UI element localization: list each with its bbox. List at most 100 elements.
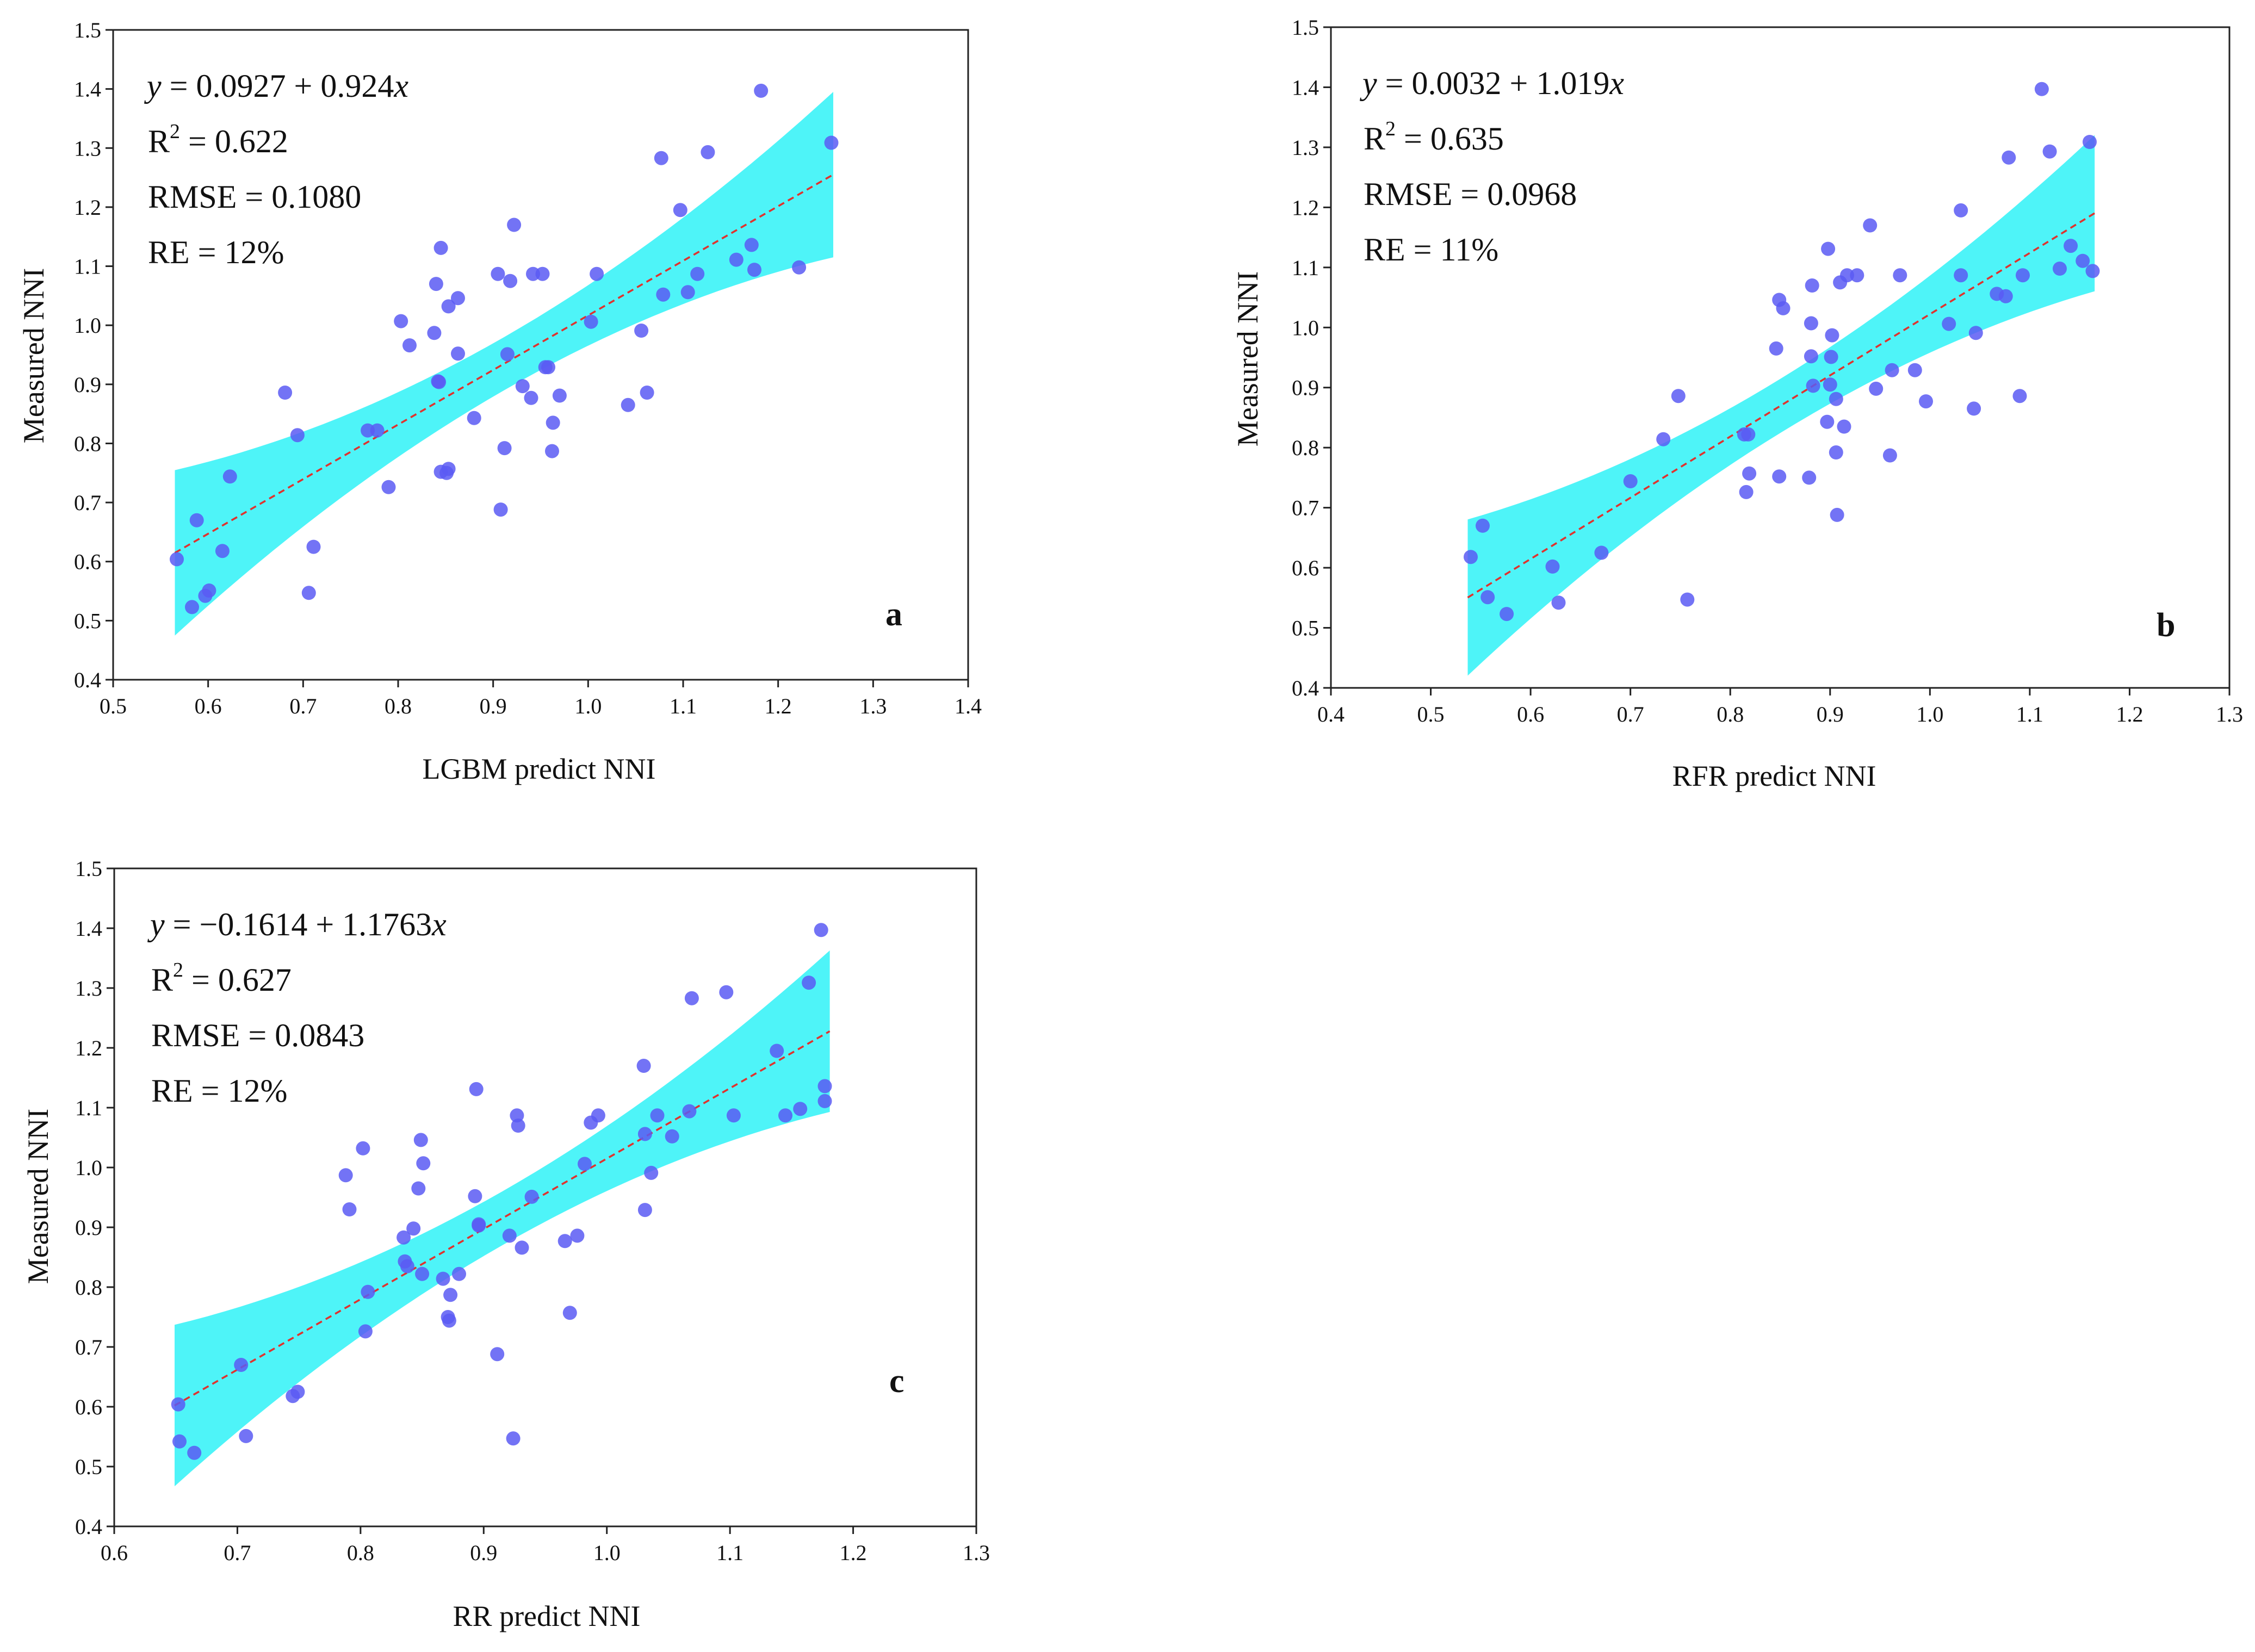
x-tick-label: 1.1	[716, 1541, 744, 1565]
panel-letter-c: c	[889, 1363, 905, 1400]
data-point	[222, 469, 237, 484]
equation-x-symbol: x	[393, 68, 408, 104]
data-point	[306, 539, 321, 554]
y-tick-label: 1.1	[74, 254, 101, 279]
data-point	[1671, 389, 1686, 403]
x-tick-label: 1.0	[593, 1541, 621, 1565]
x-tick-label: 0.8	[347, 1541, 374, 1565]
data-point	[680, 285, 695, 300]
data-point	[215, 544, 230, 558]
y-tick-label: 0.5	[74, 608, 101, 633]
data-point	[1919, 394, 1933, 409]
x-tick-label: 1.4	[955, 694, 982, 718]
y-tick-label: 1.0	[1292, 315, 1319, 340]
equation-y-symbol: y	[147, 906, 165, 942]
data-point	[467, 411, 481, 425]
data-point	[187, 1445, 202, 1460]
data-point	[578, 1157, 592, 1171]
equation-coefficients: = 0.0927 + 0.924	[162, 68, 394, 104]
data-point	[172, 1434, 187, 1449]
data-point	[2064, 239, 2078, 253]
data-point	[1594, 545, 1609, 560]
r-squared-value: R2 = 0.622	[148, 120, 288, 159]
confidence-band	[175, 950, 830, 1487]
r-squared-number: = 0.627	[183, 962, 292, 998]
x-tick-label: 0.5	[1417, 702, 1445, 726]
data-point	[469, 1082, 484, 1096]
y-axis-title: Measured NNI	[22, 1109, 54, 1284]
y-tick-label: 1.2	[74, 195, 101, 220]
data-point	[684, 991, 699, 1005]
data-point	[490, 1347, 505, 1362]
data-point	[436, 1271, 450, 1286]
data-point	[637, 1203, 652, 1218]
data-point	[726, 1108, 741, 1123]
panel-c: 0.6 0.7 0.8 0.9 1.0 1.1 1.2 1.3 0.4 0.5 0.6 0.7 0.8 0…	[22, 856, 990, 1632]
data-point	[427, 326, 442, 340]
re-value: RE = 11%	[1364, 232, 1498, 268]
data-point	[1480, 590, 1495, 605]
y-tick-label: 0.7	[1292, 496, 1319, 520]
data-point	[406, 1221, 421, 1236]
data-point	[673, 203, 687, 218]
data-point	[545, 444, 559, 458]
data-point	[1850, 268, 1864, 283]
data-point	[1821, 241, 1836, 256]
x-tick-label: 0.8	[385, 694, 412, 718]
data-point	[170, 552, 184, 567]
data-point	[511, 1119, 525, 1133]
y-tick-label: 1.2	[1292, 195, 1319, 220]
data-point	[472, 1217, 486, 1232]
data-point	[546, 415, 560, 430]
data-point	[524, 1189, 539, 1204]
r-squared-superscript: 2	[1385, 117, 1396, 140]
data-point	[1545, 559, 1560, 574]
data-point	[442, 1313, 456, 1328]
regression-line	[1467, 212, 2096, 599]
data-point	[1476, 518, 1490, 533]
data-point	[682, 1104, 697, 1119]
regression-equation: y = 0.0032 + 1.019x	[1359, 65, 1624, 101]
data-point	[570, 1228, 585, 1243]
data-point	[2083, 135, 2097, 149]
re-value: RE = 12%	[148, 234, 284, 270]
data-point	[1742, 466, 1757, 481]
data-point	[1954, 268, 1968, 283]
data-point	[1869, 381, 1884, 396]
data-point	[370, 423, 385, 438]
panel-a: 0.5 0.6 0.7 0.8 0.9 1.0 1.1 1.2 1.3 1.40.40.50.60…	[17, 18, 982, 785]
x-tick-label: 0.6	[195, 694, 222, 718]
data-point	[1829, 445, 1843, 459]
data-point	[552, 388, 567, 403]
data-point	[1804, 316, 1818, 331]
data-point	[171, 1397, 185, 1412]
data-point	[1968, 326, 1983, 340]
data-point	[432, 375, 447, 389]
data-point	[515, 1240, 529, 1255]
data-point	[1942, 316, 1956, 331]
re-value: RE = 12%	[151, 1073, 288, 1109]
y-tick-label: 0.7	[74, 490, 101, 515]
r-squared-superscript: 2	[173, 959, 183, 982]
data-point	[656, 287, 671, 302]
rmse-value: RMSE = 0.0843	[151, 1017, 364, 1053]
data-point	[1823, 377, 1837, 392]
data-point	[491, 266, 505, 281]
equation-y-symbol: y	[1359, 65, 1377, 101]
data-point	[535, 266, 550, 281]
data-point	[621, 398, 635, 412]
x-axis-title: RR predict NNI	[453, 1600, 641, 1632]
data-point	[1551, 595, 1566, 610]
data-point	[650, 1108, 665, 1123]
x-tick-label: 0.5	[100, 694, 127, 718]
data-point	[1805, 278, 1819, 293]
y-tick-label: 1.0	[75, 1156, 102, 1180]
data-point	[394, 314, 408, 328]
confidence-band	[175, 92, 833, 636]
data-point	[1680, 592, 1695, 607]
data-point	[665, 1129, 679, 1144]
x-tick-label: 1.2	[840, 1541, 867, 1565]
data-point	[415, 1266, 430, 1281]
data-point	[754, 83, 769, 98]
x-tick-label: 0.6	[1517, 702, 1544, 726]
